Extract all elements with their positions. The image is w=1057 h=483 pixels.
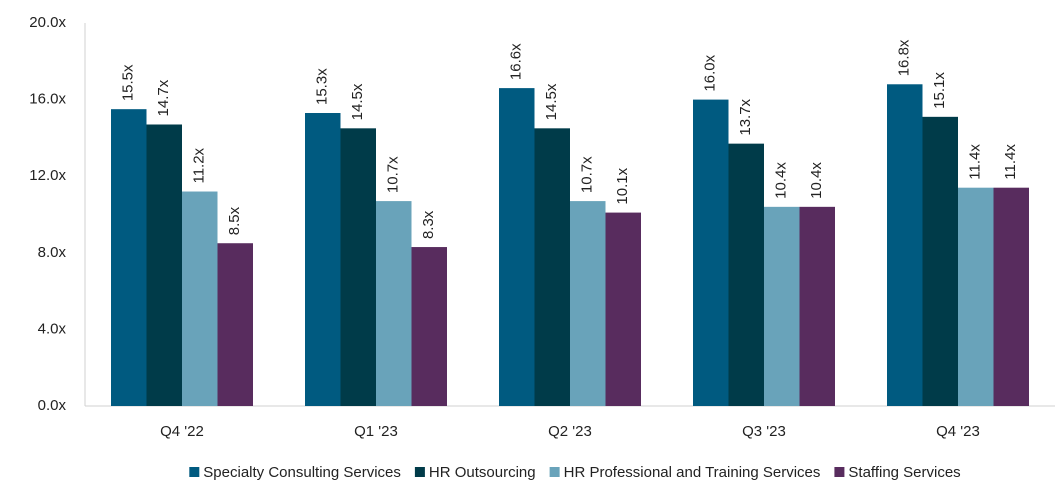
data-label: 10.1x: [614, 167, 631, 204]
data-label: 10.4x: [773, 162, 790, 199]
y-tick-label: 20.0x: [29, 14, 66, 31]
data-label: 10.7x: [385, 156, 402, 193]
bar: [217, 243, 253, 406]
legend-label: Specialty Consulting Services: [203, 464, 401, 481]
legend-label: HR Professional and Training Services: [564, 464, 821, 481]
y-tick-label: 16.0x: [29, 91, 66, 108]
data-label: 11.2x: [191, 147, 208, 183]
data-label: 14.5x: [349, 83, 366, 120]
data-label: 16.8x: [896, 39, 913, 76]
bar: [693, 99, 729, 406]
bar: [993, 187, 1029, 406]
legend-swatch: [834, 467, 845, 477]
data-label: 8.3x: [420, 210, 437, 239]
bar: [728, 143, 764, 406]
bar: [922, 116, 958, 407]
legend-swatch: [414, 467, 425, 477]
data-label: 11.4x: [1002, 144, 1019, 180]
bar: [111, 109, 147, 407]
data-label: 13.7x: [737, 98, 754, 135]
bar: [411, 247, 447, 406]
legend-label: HR Outsourcing: [429, 464, 536, 481]
y-tick-label: 8.0x: [38, 244, 67, 261]
data-label: 16.6x: [508, 43, 525, 80]
data-label: 10.7x: [579, 156, 596, 193]
bar: [799, 206, 835, 406]
legend-swatch: [189, 467, 200, 477]
y-tick-label: 0.0x: [38, 397, 67, 414]
data-label: 15.3x: [314, 68, 331, 105]
bar: [570, 201, 606, 406]
x-tick-label: Q4 '22: [160, 423, 204, 440]
bar: [340, 128, 376, 406]
legend-swatch: [549, 467, 560, 477]
y-tick-label: 12.0x: [29, 167, 66, 184]
x-tick-label: Q3 '23: [742, 423, 786, 440]
data-label: 14.5x: [543, 83, 560, 120]
data-label: 15.5x: [120, 64, 137, 101]
bar: [376, 201, 412, 406]
legend-label: Staffing Services: [848, 464, 960, 481]
bar: [764, 206, 800, 406]
data-label: 15.1x: [931, 72, 948, 109]
data-label: 14.7x: [155, 79, 172, 116]
bar: [887, 84, 923, 406]
bar: [605, 212, 641, 406]
bar: [958, 187, 994, 406]
data-label: 8.5x: [226, 206, 243, 235]
bar: [182, 191, 218, 406]
bar: [305, 113, 341, 406]
bar: [146, 124, 182, 407]
bar: [499, 88, 535, 407]
x-tick-label: Q2 '23: [548, 423, 592, 440]
x-tick-label: Q1 '23: [354, 423, 398, 440]
x-tick-label: Q4 '23: [936, 423, 980, 440]
y-tick-label: 4.0x: [38, 320, 67, 337]
data-label: 10.4x: [808, 162, 825, 199]
data-label: 16.0x: [702, 54, 719, 91]
data-label: 11.4x: [967, 144, 984, 180]
bar: [534, 128, 570, 406]
